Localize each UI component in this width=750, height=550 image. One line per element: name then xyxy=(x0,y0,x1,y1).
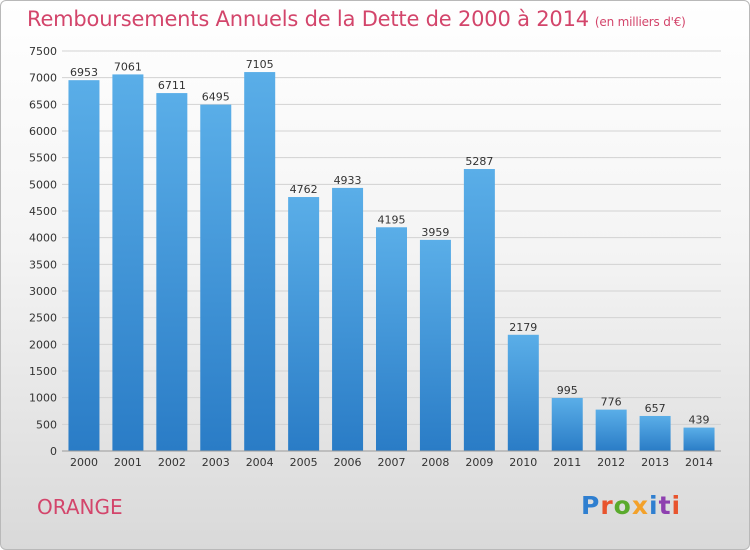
y-tick-label: 7000 xyxy=(29,72,57,85)
y-tick-label: 2500 xyxy=(29,312,57,325)
logo-letter: o xyxy=(613,491,632,520)
bar xyxy=(332,187,364,451)
bar-value-label: 5287 xyxy=(465,155,493,168)
bar xyxy=(639,415,671,451)
bar-value-label: 439 xyxy=(689,414,710,427)
x-tick-label: 2008 xyxy=(421,456,449,469)
y-tick-label: 7500 xyxy=(29,45,57,58)
proxiti-logo[interactable]: Proxiti xyxy=(581,491,681,520)
x-tick-label: 2001 xyxy=(114,456,142,469)
city-name: ORANGE xyxy=(37,495,123,519)
y-tick-label: 0 xyxy=(50,445,57,458)
bar xyxy=(376,227,407,451)
bar-value-label: 3959 xyxy=(421,226,449,239)
y-tick-label: 500 xyxy=(36,418,57,431)
bar xyxy=(288,197,320,451)
bar-value-label: 6495 xyxy=(202,91,230,104)
bar xyxy=(200,104,232,451)
bar-data-labels: 6953 7061 6711 6495 7105 4762 4933 4195 3959 5287… xyxy=(70,58,710,427)
chart-title: Remboursements Annuels de la Dette de 20… xyxy=(27,7,686,31)
bar xyxy=(419,239,451,451)
y-tick-label: 3000 xyxy=(29,285,57,298)
bar xyxy=(551,397,583,451)
y-tick-label: 1500 xyxy=(29,365,57,378)
x-tick-label: 2002 xyxy=(158,456,186,469)
chart-subtitle: (en milliers d'€) xyxy=(594,15,686,29)
bar xyxy=(507,334,539,451)
bar-value-label: 4933 xyxy=(334,174,362,187)
y-axis-tick-labels: 0 500 1000 1500 2000 2500 3000 3500 4000 4500 5000… xyxy=(29,45,57,458)
logo-letter: i xyxy=(649,491,659,520)
bar xyxy=(156,93,188,451)
bar-value-label: 7105 xyxy=(246,58,274,71)
bar xyxy=(112,74,144,451)
y-tick-label: 4000 xyxy=(29,232,57,245)
bar xyxy=(68,80,100,451)
x-tick-label: 2003 xyxy=(202,456,230,469)
chart-title-text: Remboursements Annuels de la Dette de 20… xyxy=(27,7,589,31)
bars xyxy=(68,72,715,452)
x-tick-label: 2013 xyxy=(641,456,669,469)
y-tick-label: 5000 xyxy=(29,178,57,191)
x-tick-label: 2009 xyxy=(465,456,493,469)
y-tick-label: 1000 xyxy=(29,392,57,405)
x-tick-label: 2004 xyxy=(246,456,274,469)
logo-letter: i xyxy=(671,491,682,520)
y-tick-label: 5500 xyxy=(29,152,57,165)
y-tick-label: 6000 xyxy=(29,125,57,138)
x-axis-tick-labels: 2000 2001 2002 2003 2004 2005 2006 2007 2008 2009… xyxy=(70,456,713,469)
x-tick-label: 2010 xyxy=(509,456,537,469)
bar-value-label: 776 xyxy=(601,396,622,409)
y-tick-label: 3500 xyxy=(29,258,57,271)
x-tick-label: 2006 xyxy=(334,456,362,469)
x-tick-label: 2005 xyxy=(290,456,318,469)
y-tick-label: 6500 xyxy=(29,98,57,111)
bar-value-label: 4195 xyxy=(378,213,406,226)
bar-value-label: 4762 xyxy=(290,183,318,196)
bar xyxy=(595,409,627,451)
bar-value-label: 7061 xyxy=(114,60,142,73)
x-tick-label: 2007 xyxy=(378,456,406,469)
x-tick-label: 2011 xyxy=(553,456,581,469)
logo-letter: r xyxy=(600,491,614,520)
logo-letter: x xyxy=(631,491,649,520)
bar-value-label: 2179 xyxy=(509,321,537,334)
y-tick-label: 4500 xyxy=(29,205,57,218)
y-tick-label: 2000 xyxy=(29,338,57,351)
bar xyxy=(683,427,715,451)
bar-value-label: 6711 xyxy=(158,79,186,92)
bar-value-label: 995 xyxy=(557,384,578,397)
x-tick-label: 2000 xyxy=(70,456,98,469)
logo-letter: P xyxy=(581,491,601,520)
x-tick-label: 2014 xyxy=(685,456,713,469)
x-tick-label: 2012 xyxy=(597,456,625,469)
bar xyxy=(463,169,495,451)
bar xyxy=(244,72,276,452)
logo-letter: t xyxy=(658,491,672,520)
bar-value-label: 657 xyxy=(645,402,666,415)
bar-value-label: 6953 xyxy=(70,66,98,79)
